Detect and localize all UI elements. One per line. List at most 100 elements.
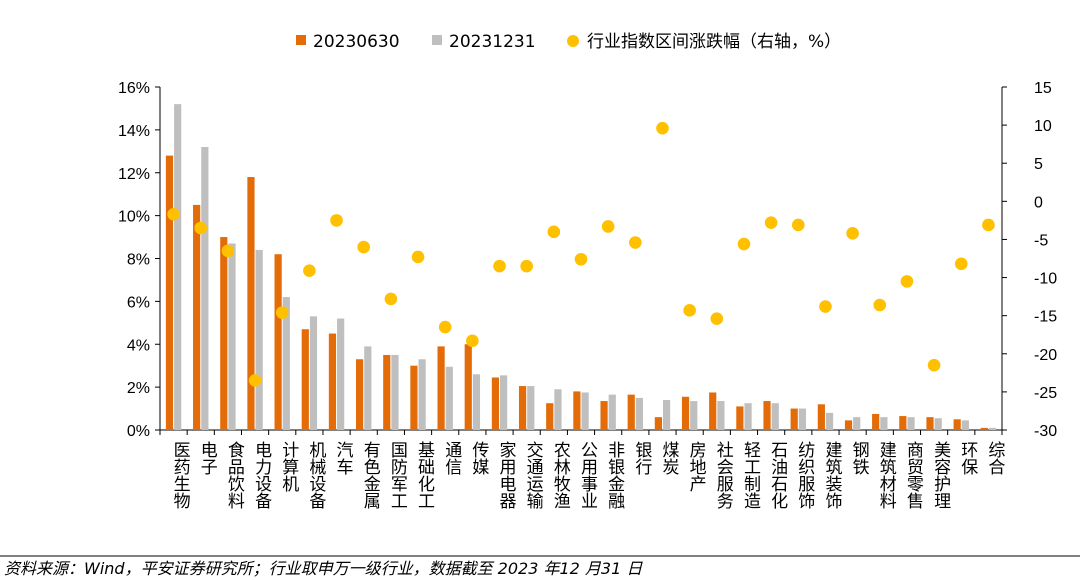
left-axis-tick-label: 8% [127, 252, 150, 269]
point-index-change [982, 218, 995, 232]
legend-swatch-20231231 [432, 35, 442, 45]
point-index-change [248, 374, 262, 387]
bar-20231231 [934, 418, 942, 430]
bar-20230630 [953, 419, 961, 430]
legend-marker-index-change [567, 35, 579, 47]
point-index-change [954, 257, 968, 271]
bar-20230630 [328, 333, 337, 430]
left-axis-tick-label: 16% [118, 80, 150, 97]
point-index-change [574, 252, 588, 266]
left-axis-tick-label: 0% [127, 423, 150, 440]
left-axis-tick-label: 4% [127, 337, 150, 354]
bar-20231231 [635, 397, 644, 430]
point-index-change [737, 237, 751, 251]
point-index-change [791, 218, 805, 232]
category-label: 建筑装饰 [821, 441, 842, 509]
category-label: 有色金属 [360, 441, 381, 509]
point-index-change [438, 320, 452, 334]
point-index-change [167, 207, 180, 221]
left-axis-tick-label: 10% [118, 209, 150, 226]
left-axis-tick-label: 6% [127, 294, 150, 311]
legend-label-index-change: 行业指数区间涨跌幅（右轴，%） [587, 32, 841, 52]
bar-20231231 [472, 374, 481, 430]
point-index-change [520, 259, 533, 273]
left-axis-tick-label: 2% [127, 380, 150, 397]
category-label: 煤炭 [658, 441, 679, 475]
point-index-change [656, 121, 669, 135]
bar-20230630 [193, 204, 201, 430]
point-index-change [384, 292, 398, 306]
right-axis-tick-label: -15 [1034, 309, 1057, 326]
category-label: 基础化工 [414, 441, 435, 509]
category-label: 社会服务 [713, 441, 734, 509]
right-axis-tick-label: -20 [1034, 347, 1057, 364]
category-label: 农林牧渔 [550, 441, 571, 509]
bar-20230630 [274, 254, 282, 430]
category-label: 汽车 [333, 441, 354, 475]
point-index-change [411, 250, 425, 264]
point-index-change [846, 227, 859, 240]
bar-20230630 [817, 404, 825, 430]
point-index-change [221, 244, 235, 258]
point-index-change [194, 221, 208, 235]
bar-20230630 [546, 403, 554, 430]
bar-20230630 [709, 392, 717, 430]
bar-20231231 [907, 417, 915, 430]
legend-swatch-20230630 [296, 35, 306, 45]
bar-20231231 [961, 420, 969, 430]
category-label: 房地产 [686, 441, 707, 492]
bar-20230630 [301, 329, 309, 430]
bar-20231231 [771, 403, 779, 430]
category-label: 美容护理 [930, 441, 951, 509]
bar-20231231 [364, 346, 372, 430]
bar-20230630 [356, 359, 364, 430]
right-axis-tick-label: -10 [1034, 271, 1057, 288]
point-index-change [547, 225, 561, 239]
point-index-change [330, 214, 343, 227]
bar-20230630 [491, 377, 500, 430]
bar-20231231 [581, 392, 589, 430]
right-axis-tick-label: 15 [1034, 80, 1052, 97]
category-label: 综合 [984, 441, 1005, 475]
left-axis-tick-label: 14% [118, 123, 150, 140]
point-index-change [303, 264, 316, 277]
point-index-change [927, 358, 941, 372]
right-axis-tick-label: 10 [1034, 118, 1052, 135]
bar-20231231 [798, 408, 806, 430]
bar-20231231 [527, 386, 535, 430]
bar-20231231 [418, 359, 426, 430]
category-label: 建筑材料 [876, 441, 897, 509]
category-label: 食品饮料 [224, 441, 245, 509]
legend-label-20230630: 20230630 [313, 32, 400, 52]
bar-20231231 [500, 375, 508, 430]
bar-20230630 [844, 420, 853, 430]
point-index-change [275, 306, 289, 319]
category-label: 纺织服饰 [794, 441, 815, 509]
plot-area: 0% 2% 4% 6% 8% 10% 12% 14% 16% 15 10 5 0 -5 -10 -15 -20 -… [118, 80, 1057, 510]
category-label: 石油石化 [767, 441, 788, 509]
bar-20230630 [573, 391, 581, 430]
bar-20230630 [518, 386, 527, 430]
bar-20230630 [681, 396, 690, 430]
point-index-change [466, 334, 479, 348]
bar-20231231 [825, 412, 834, 430]
bar-20230630 [980, 427, 988, 430]
bar-20231231 [554, 389, 562, 430]
category-label: 电力设备 [251, 441, 272, 509]
point-index-change [629, 236, 642, 249]
category-label: 家用电器 [496, 441, 516, 509]
bar-20231231 [201, 147, 209, 430]
right-axis-tick-label: 5 [1034, 156, 1043, 173]
bar-20230630 [926, 417, 934, 430]
right-axis-tick-label: -30 [1034, 423, 1057, 440]
bar-20230630 [654, 417, 662, 430]
bar-20231231 [282, 297, 290, 430]
category-label: 商贸零售 [903, 441, 924, 509]
bar-20231231 [608, 394, 616, 430]
category-label: 国防军工 [387, 441, 408, 509]
category-label: 非银金融 [604, 441, 625, 510]
bar-20231231 [391, 354, 399, 430]
right-axis-tick-label: 0 [1034, 194, 1043, 211]
